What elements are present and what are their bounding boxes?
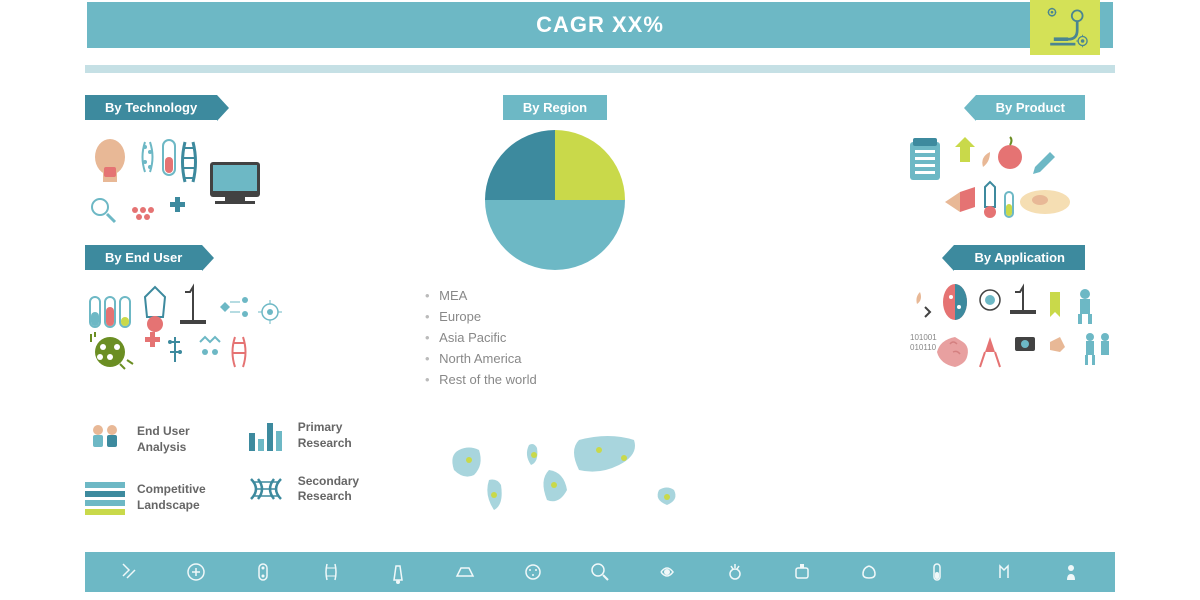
microscope-icon [1043,5,1088,50]
secondary-text: Secondary Research [298,474,359,505]
application-label: By Application [954,245,1085,270]
strip-icon-10 [723,560,747,584]
strip-icon-5 [386,560,410,584]
product-section: By Product [805,95,1085,222]
product-label: By Product [976,95,1085,120]
header-icon-box [1030,0,1100,55]
enduser-analysis-text: End User Analysis [137,424,190,455]
strip-icon-12 [857,560,881,584]
technology-section: By Technology [85,95,365,222]
header-band: CAGR XX% [85,0,1115,50]
product-icons [905,132,1085,222]
divider-top [85,65,1115,73]
header-title: CAGR XX% [536,12,664,38]
strip-icon-7 [521,560,545,584]
region-item: North America [425,348,705,369]
strip-icon-14 [992,560,1016,584]
strip-icon-4 [319,560,343,584]
primary-text: Primary Research [298,420,352,451]
enduser-icons [85,282,265,372]
bottom-section: End User Analysis Competitive Landscape [85,420,1115,530]
region-list: MEA Europe Asia Pacific North America Re… [405,285,705,390]
enduser-analysis-item: End User Analysis [85,420,206,460]
pie-slice-3 [485,200,555,270]
dna-icon [246,469,286,509]
region-item: Asia Pacific [425,327,705,348]
region-item: Europe [425,306,705,327]
strip-icon-3 [251,560,275,584]
strip-icon-11 [790,560,814,584]
svg-text:010110: 010110 [910,343,937,352]
bars-icon [85,478,125,518]
icon-strip [85,552,1115,592]
secondary-research-item: Secondary Research [246,469,359,509]
strip-icon-13 [925,560,949,584]
info-col-1: End User Analysis Competitive Landscape [85,420,206,530]
strip-icon-15 [1059,560,1083,584]
strip-icon-9 [655,560,679,584]
strip-icon-2 [184,560,208,584]
pie-slice-2 [555,130,625,200]
region-item: MEA [425,285,705,306]
region-item: Rest of the world [425,369,705,390]
primary-research-item: Primary Research [246,420,359,451]
world-map [439,420,719,530]
application-icons: 101001 010110 [905,282,1085,372]
pie-slice-1 [485,130,555,200]
strip-icon-8 [588,560,612,584]
application-section: By Application 101001 010110 [805,245,1085,372]
technology-icons [85,132,265,222]
pie-chart [485,130,625,270]
strip-icon-1 [117,560,141,584]
enduser-label: By End User [85,245,202,270]
technology-label: By Technology [85,95,217,120]
competitive-item: Competitive Landscape [85,478,206,518]
info-col-2: Primary Research Secondary Research [246,420,359,530]
enduser-section: By End User [85,245,365,372]
people-icon [85,420,125,460]
region-label: By Region [503,95,607,120]
strip-icon-6 [453,560,477,584]
svg-text:101001: 101001 [910,333,937,342]
pie-slice-4 [555,200,625,270]
barchart-icon [246,421,286,451]
competitive-text: Competitive Landscape [137,482,206,513]
region-section: By Region MEA Europe Asia Pacific North … [405,95,705,390]
